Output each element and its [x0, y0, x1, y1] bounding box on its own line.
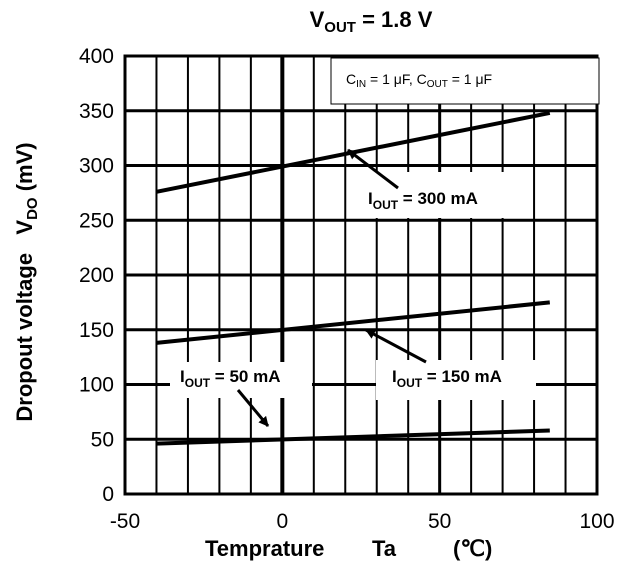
- annotation-50ma: IOUT = 50 mA: [170, 362, 312, 427]
- x-axis-label-var: Ta: [372, 536, 397, 561]
- annotation-50ma-arrow: [236, 389, 270, 427]
- y-axis-label: Dropout voltage VDO (mV): [12, 142, 41, 421]
- y-tick-label: 250: [79, 209, 114, 232]
- tick-labels: 0 50 100 150 200 250 300 350 400 -50 0 50 100: [79, 45, 615, 533]
- plot-frame: [123, 54, 599, 496]
- series-line-1: [156, 300, 551, 345]
- y-tick-label: 300: [79, 155, 114, 178]
- y-tick-label: 0: [102, 483, 114, 506]
- x-tick-label: 50: [428, 510, 451, 533]
- annotation-50ma-label: IOUT = 50 mA: [180, 367, 280, 390]
- grid-lines: [123, 54, 599, 496]
- y-tick-label: 50: [91, 428, 114, 451]
- annotation-150ma: IOUT = 150 mA: [365, 328, 536, 400]
- y-tick-label: 200: [79, 264, 114, 287]
- y-tick-label: 350: [79, 100, 114, 123]
- chart-title: VOUT = 1.8 V: [310, 7, 433, 36]
- annotation-150ma-label: IOUT = 150 mA: [392, 367, 502, 390]
- x-tick-label: 100: [579, 510, 614, 533]
- y-tick-label: 400: [79, 45, 114, 68]
- annotation-300ma-label: IOUT = 300 mA: [368, 189, 478, 212]
- conditions-label: CIN = 1 μF, COUT = 1 μF: [346, 71, 492, 90]
- x-axis-label-main: Temprature: [205, 536, 324, 561]
- conditions-box: CIN = 1 μF, COUT = 1 μF: [330, 57, 600, 105]
- annotation-300ma: IOUT = 300 mA: [347, 148, 515, 218]
- annotation-300ma-arrow: [347, 148, 399, 190]
- y-tick-label: 100: [79, 374, 114, 397]
- annotation-150ma-arrow: [365, 328, 427, 364]
- series-line-2: [156, 428, 550, 446]
- x-tick-label: 0: [276, 510, 288, 533]
- x-axis-label-unit: (℃): [453, 536, 492, 561]
- y-tick-label: 150: [79, 319, 114, 342]
- x-tick-label: -50: [110, 510, 140, 533]
